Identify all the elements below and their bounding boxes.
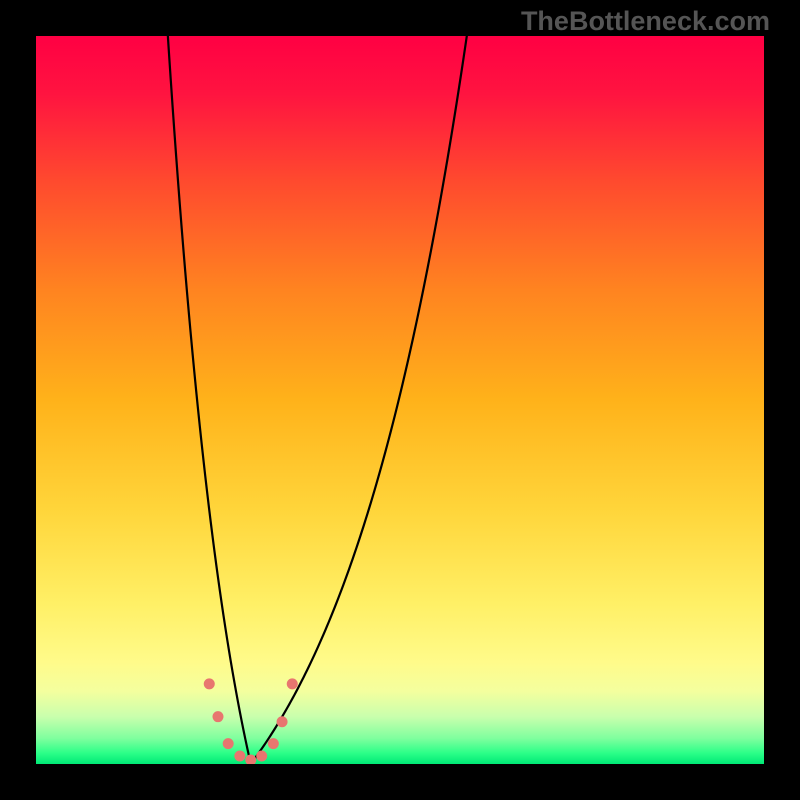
curve-marker [277,717,287,727]
curve-marker [287,679,297,689]
watermark-text: TheBottleneck.com [521,6,770,37]
curve-marker [213,712,223,722]
curve-marker [223,739,233,749]
curve-marker [204,679,214,689]
curve-marker [246,755,256,765]
curve-marker [257,751,267,761]
curve-marker [268,739,278,749]
curve-layer [0,0,800,800]
bottleneck-curve [111,0,593,764]
chart-container: TheBottleneck.com [0,0,800,800]
curve-marker [235,751,245,761]
